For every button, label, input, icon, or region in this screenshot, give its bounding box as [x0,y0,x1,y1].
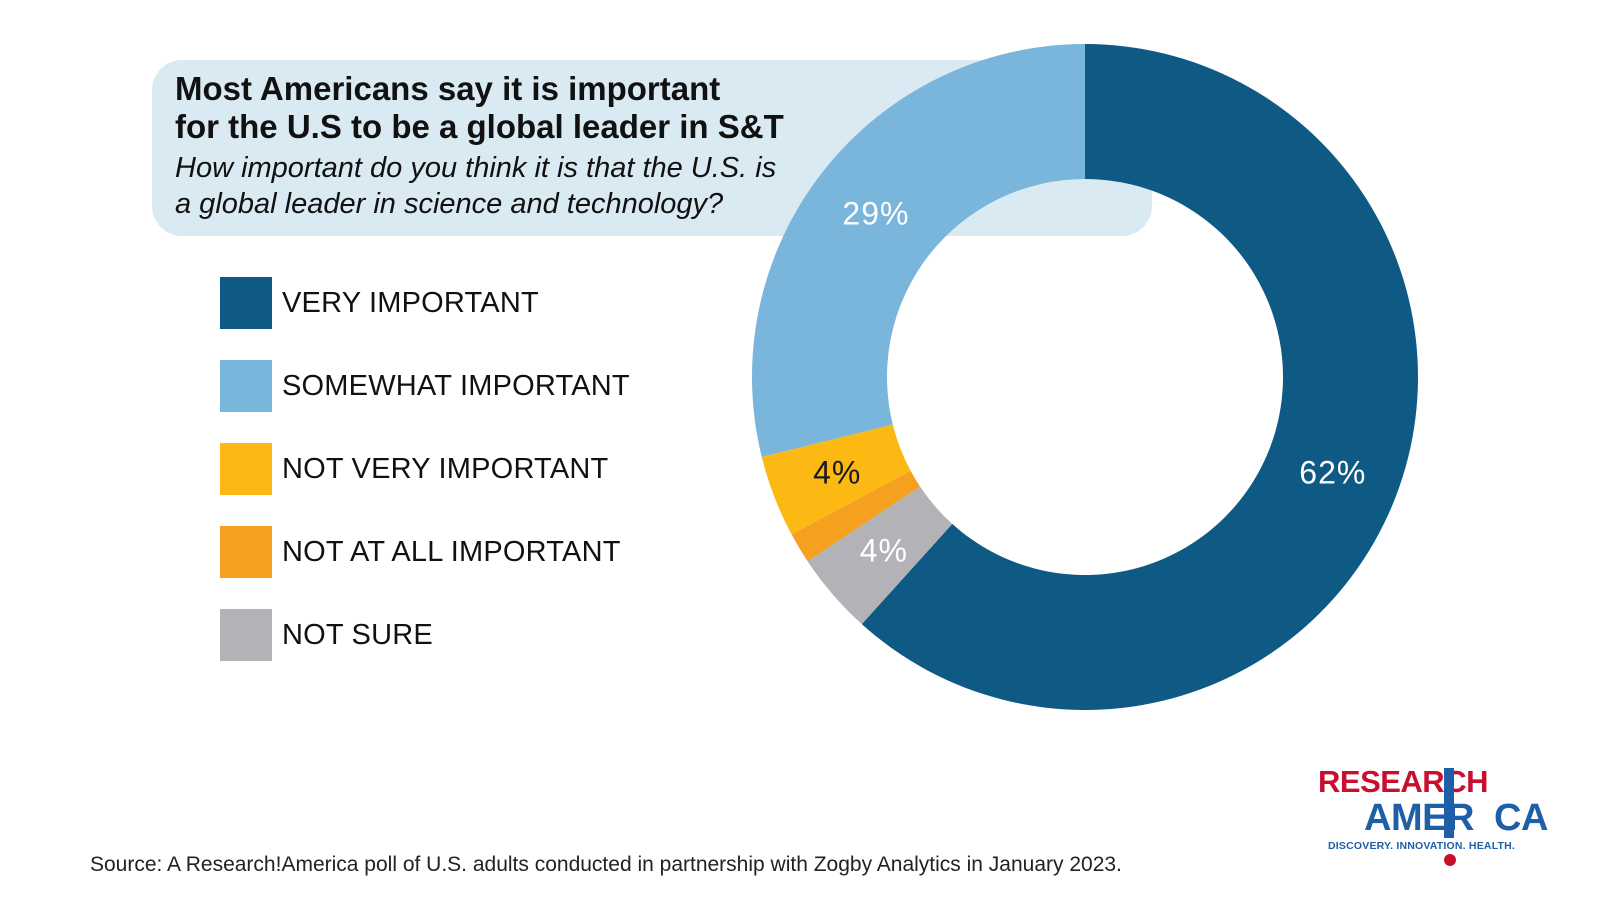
legend-swatch-not-very-important [220,443,272,495]
donut-labels: 62% 4% 4% 29% [813,195,1366,568]
research-america-logo: RESEARCH AMER CA DISCOVERY. INNOVATION. … [1318,766,1568,876]
legend-item-somewhat-important: SOMEWHAT IMPORTANT [220,359,630,413]
chart-subtitle-line-1: How important do you think it is that th… [175,152,777,184]
logo-exclamation-dot [1444,854,1456,866]
legend-label-not-sure: NOT SURE [282,618,433,651]
donut-label-not-very-important: 4% [813,454,861,490]
donut-slice-not-at-all-important [791,470,921,562]
donut-slices [752,44,1418,710]
legend-item-very-important: VERY IMPORTANT [220,276,630,330]
logo-exclamation-bar [1444,768,1454,838]
legend-item-not-sure: NOT SURE [220,608,630,662]
legend-item-not-very-important: NOT VERY IMPORTANT [220,442,630,496]
logo-line-2: AMER CA [1364,797,1548,839]
donut-slice-not-very-important [761,424,911,535]
legend-item-not-at-all-important: NOT AT ALL IMPORTANT [220,525,630,579]
logo-line-1: RESEARCH [1318,764,1488,799]
legend-label-somewhat-important: SOMEWHAT IMPORTANT [282,369,630,402]
source-note: Source: A Research!America poll of U.S. … [90,853,1122,876]
legend-swatch-not-sure [220,609,272,661]
donut-slice-not-sure [807,486,953,625]
legend-swatch-not-at-all-important [220,526,272,578]
legend-swatch-somewhat-important [220,360,272,412]
donut-label-not-sure: 4% [860,532,908,568]
chart-title-block: Most Americans say it is important for t… [175,70,855,222]
legend-label-not-very-important: NOT VERY IMPORTANT [282,452,609,485]
chart-title-line-2: for the U.S to be a global leader in S&T [175,108,784,145]
donut-slice-somewhat-important [752,44,1085,457]
legend: VERY IMPORTANT SOMEWHAT IMPORTANT NOT VE… [220,276,630,691]
legend-label-very-important: VERY IMPORTANT [282,286,539,319]
logo-tagline: DISCOVERY. INNOVATION. HEALTH. [1328,840,1516,852]
chart-subtitle-line-2: a global leader in science and technolog… [175,188,724,220]
donut-label-somewhat-important: 29% [842,195,909,231]
chart-title-line-1: Most Americans say it is important [175,70,721,107]
chart-subtitle: How important do you think it is that th… [175,150,855,222]
legend-swatch-very-important [220,277,272,329]
donut-label-very-important: 62% [1299,454,1366,490]
donut-slice-very-important [861,44,1418,710]
legend-label-not-at-all-important: NOT AT ALL IMPORTANT [282,535,621,568]
